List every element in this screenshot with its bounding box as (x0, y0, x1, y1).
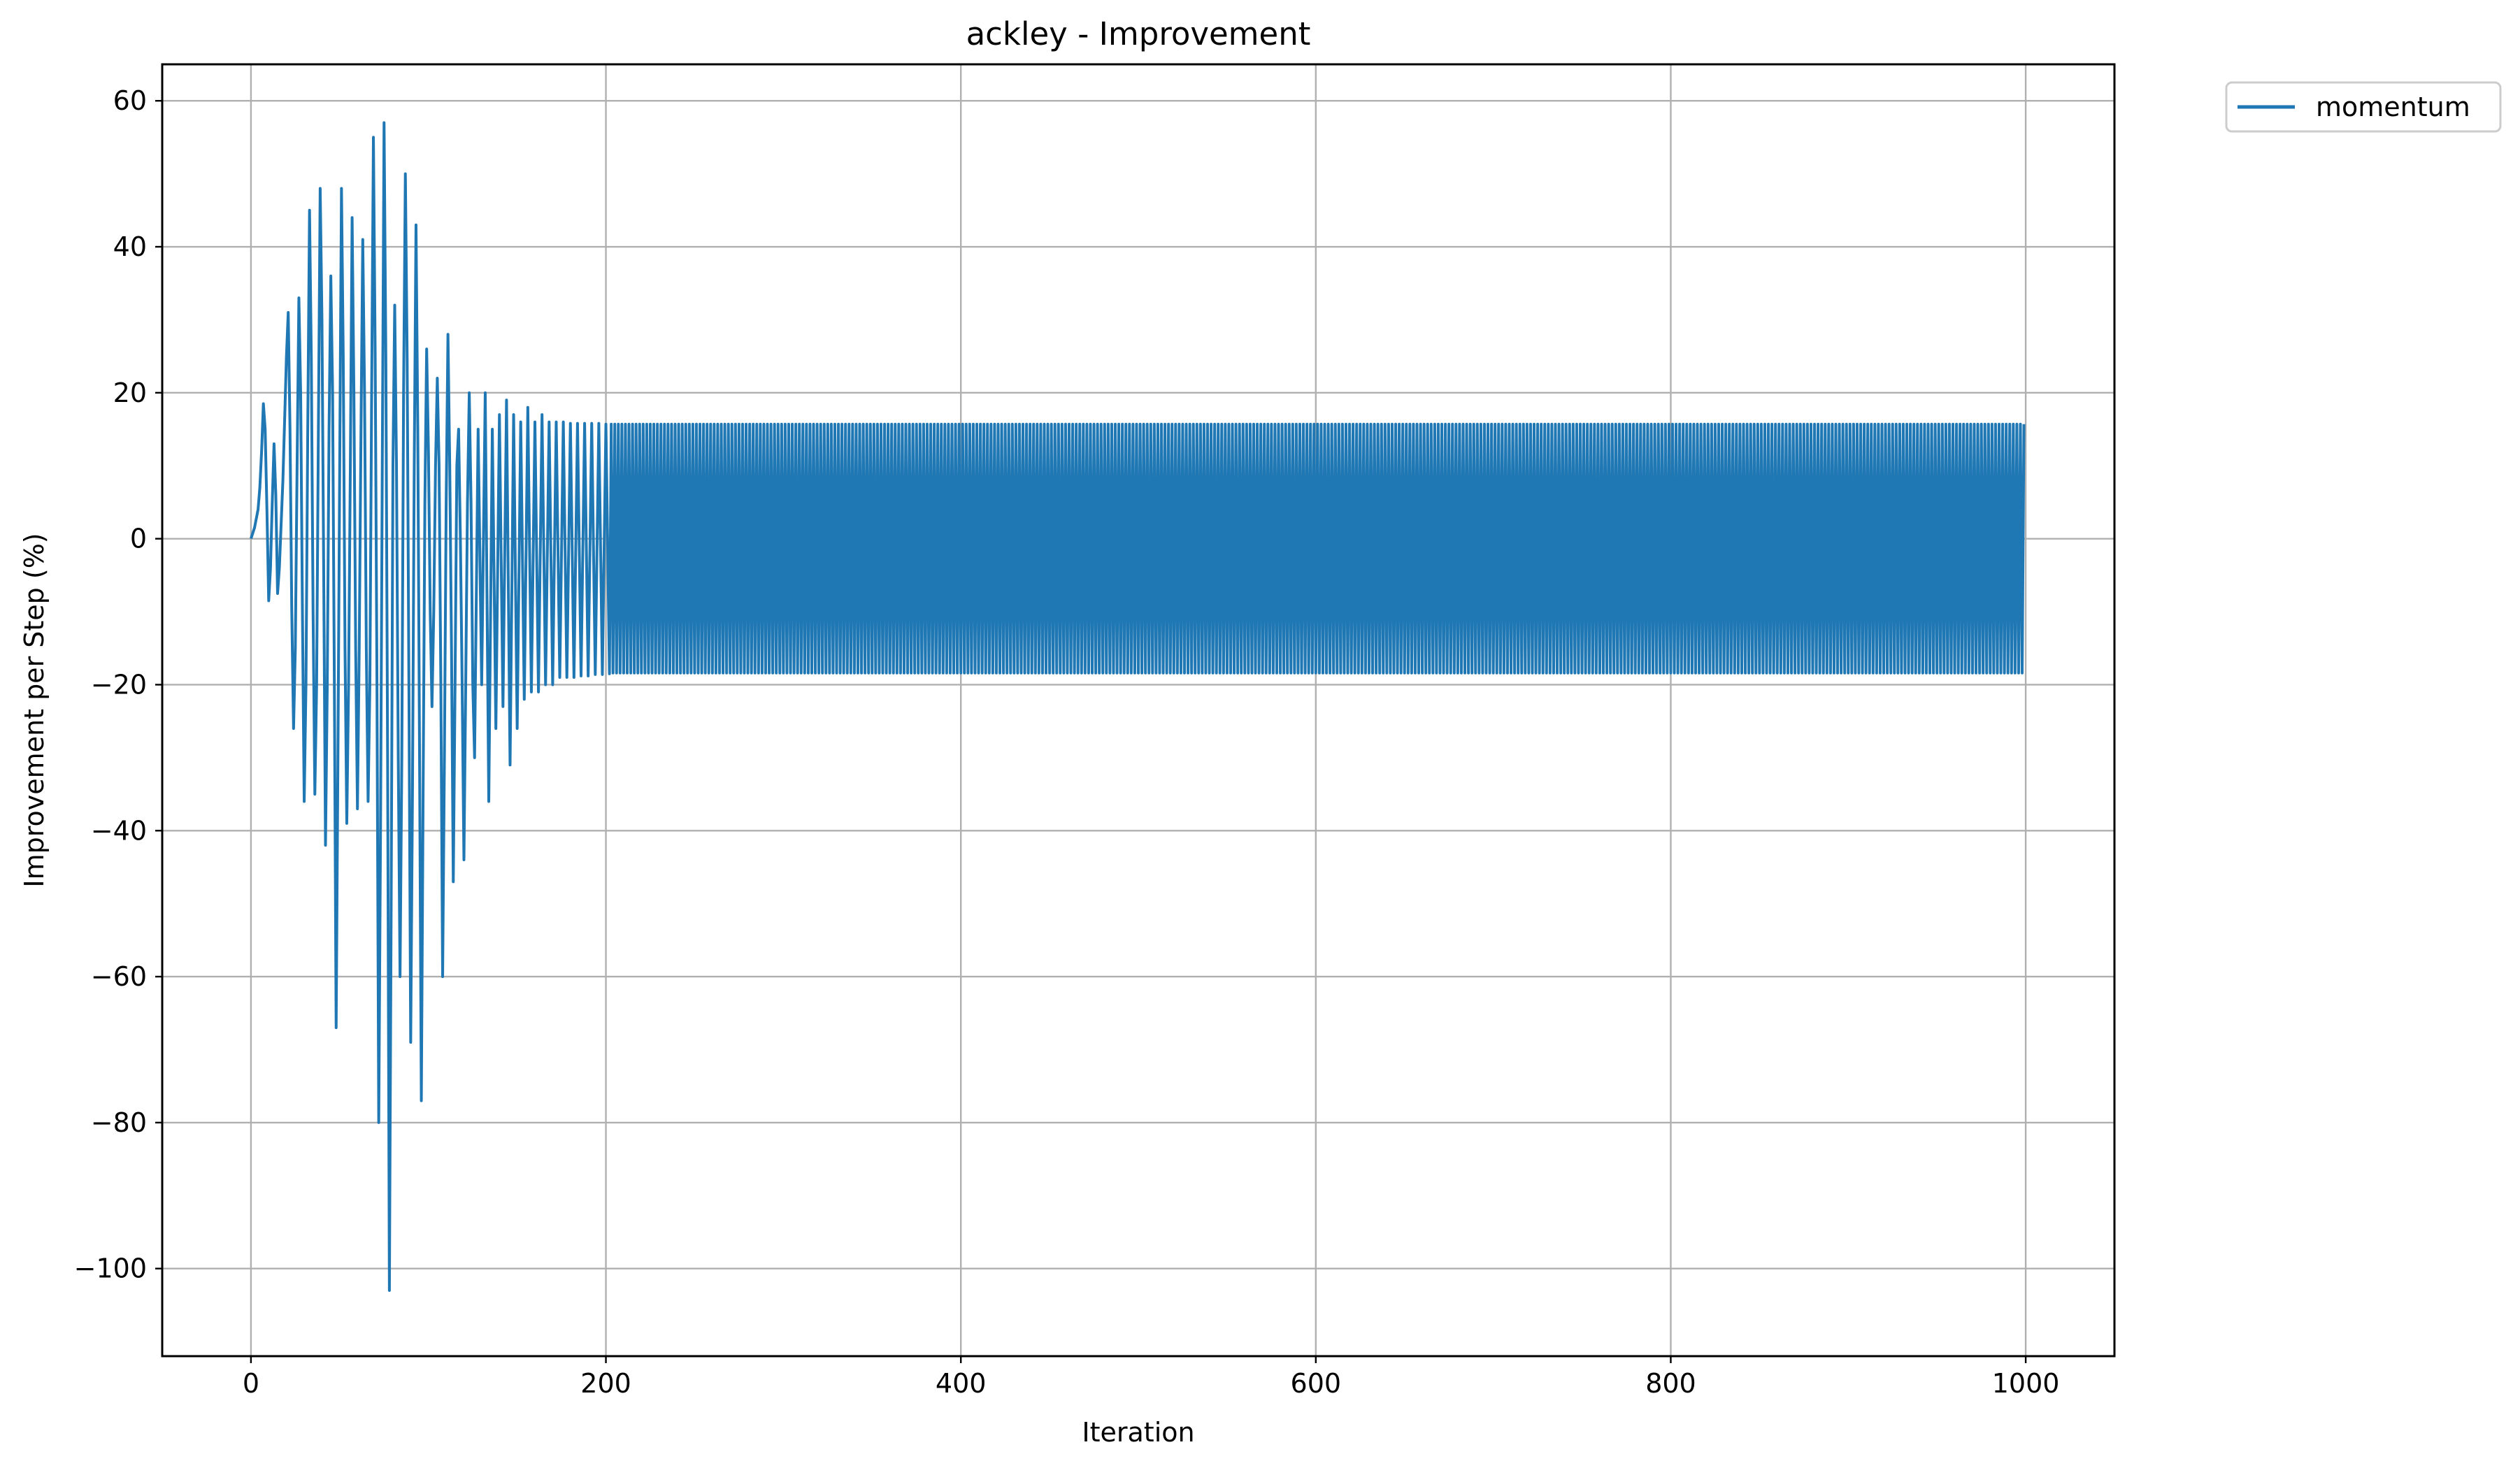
y-axis-label: Improvement per Step (%) (19, 533, 50, 887)
x-axis-ticks: 0 200 400 600 800 1000 (243, 1356, 2060, 1399)
y-tick-label: −20 (91, 669, 147, 700)
y-tick-label: −40 (91, 815, 147, 846)
y-tick-label: 60 (113, 85, 147, 116)
y-tick-label: 20 (113, 377, 147, 408)
y-tick-label: −80 (91, 1107, 147, 1138)
y-tick-label: −60 (91, 961, 147, 992)
legend: momentum (2225, 81, 2502, 133)
x-axis-label: Iteration (1082, 1417, 1194, 1448)
chart-title: ackley - Improvement (966, 15, 1311, 52)
y-tick-label: −100 (74, 1253, 147, 1284)
series-line-momentum (250, 121, 2026, 1293)
legend-label-momentum: momentum (2316, 92, 2470, 122)
plot-frame (161, 63, 2116, 1358)
x-tick-label: 400 (936, 1368, 987, 1399)
y-axis-ticks: −100 −80 −60 −40 −20 0 20 40 60 (74, 85, 162, 1284)
x-tick-label: 200 (580, 1368, 631, 1399)
x-tick-label: 1000 (1992, 1368, 2060, 1399)
x-tick-label: 800 (1645, 1368, 1696, 1399)
x-tick-label: 600 (1291, 1368, 1342, 1399)
x-tick-label: 0 (243, 1368, 259, 1399)
plot-data-area (250, 121, 2026, 1293)
legend-frame (2225, 81, 2502, 133)
y-tick-label: 0 (130, 524, 147, 554)
y-tick-label: 40 (113, 231, 147, 262)
